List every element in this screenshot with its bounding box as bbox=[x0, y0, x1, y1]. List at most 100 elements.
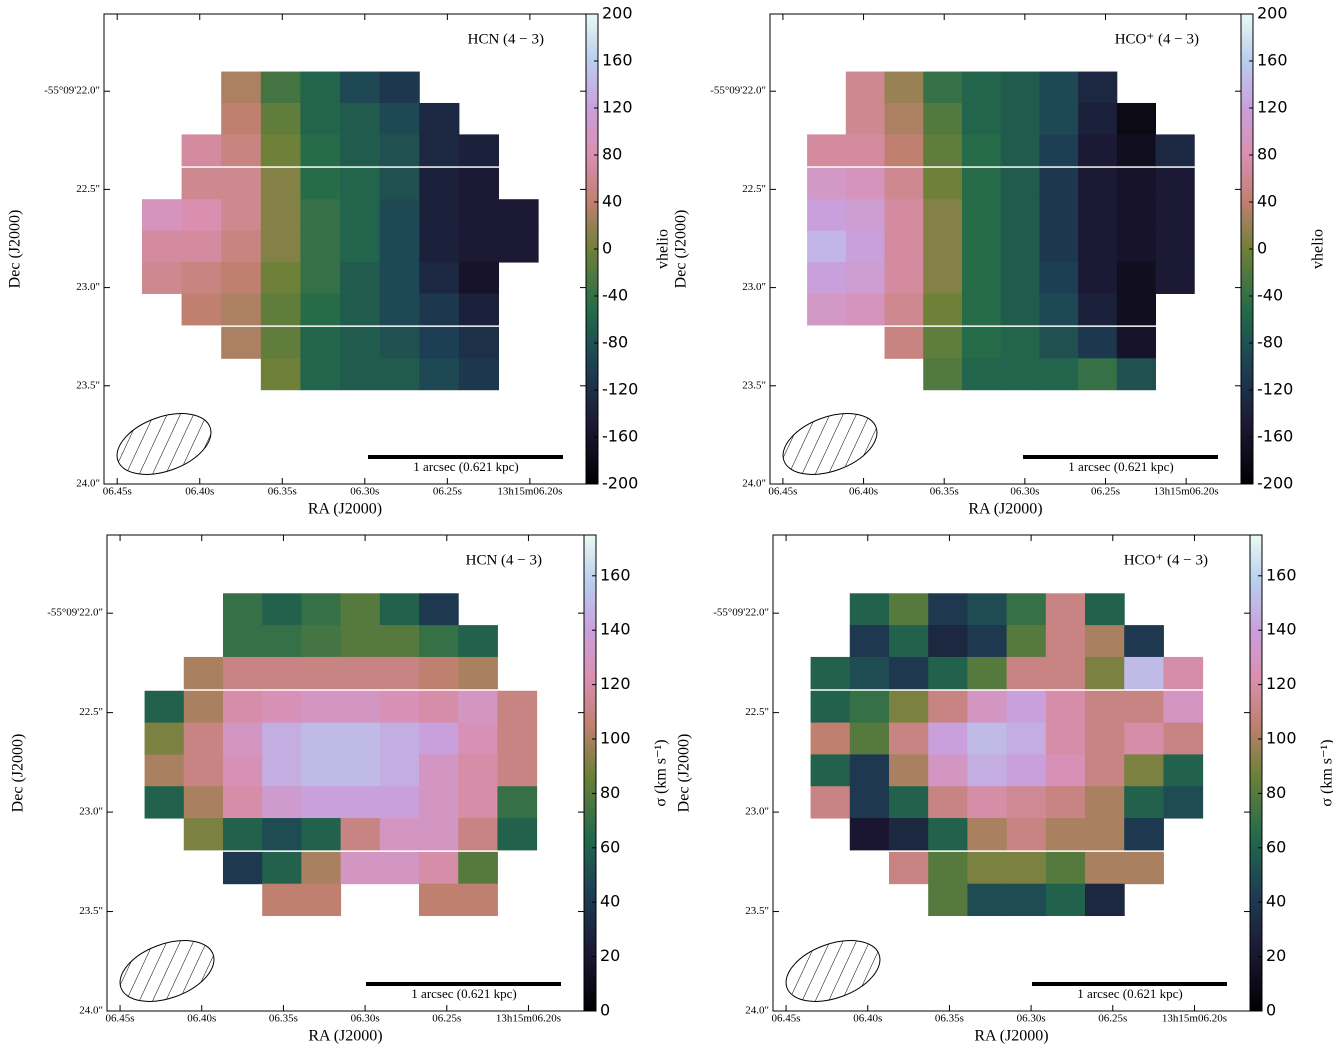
map-cell bbox=[221, 262, 262, 294]
map-cell bbox=[807, 199, 847, 232]
map-cell bbox=[141, 262, 183, 294]
map-cell bbox=[1116, 358, 1157, 391]
map-cell bbox=[379, 786, 420, 819]
y-tick-label: 22.5" bbox=[79, 706, 103, 718]
map bbox=[807, 71, 1195, 391]
y-axis-title: Dec (J2000) bbox=[676, 734, 693, 813]
map-cell bbox=[1085, 722, 1125, 755]
map-cell bbox=[379, 690, 420, 724]
map-cell bbox=[1078, 134, 1118, 167]
colorbar-tick-label: 0 bbox=[602, 239, 612, 258]
y-tick-label: 22.5" bbox=[745, 706, 769, 718]
map-cell bbox=[419, 593, 459, 626]
map-cell bbox=[340, 326, 381, 359]
map-cell bbox=[301, 593, 342, 626]
map-cell bbox=[183, 786, 224, 819]
map-cell bbox=[961, 102, 1002, 135]
map-cell bbox=[1045, 883, 1086, 917]
map-cell bbox=[340, 358, 381, 391]
y-tick-label: -55°09'22.0" bbox=[713, 607, 769, 619]
map-cell bbox=[849, 656, 890, 690]
map-cell bbox=[458, 851, 498, 885]
x-tick-label: 06.40s bbox=[185, 486, 214, 498]
map-cell bbox=[1085, 690, 1125, 724]
x-tick-label: 06.40s bbox=[849, 486, 878, 498]
map-cell bbox=[458, 754, 498, 787]
beam bbox=[119, 940, 215, 1002]
map-cell bbox=[1116, 134, 1157, 167]
map-cell bbox=[845, 293, 886, 326]
map-cell bbox=[419, 167, 460, 200]
map-cell bbox=[260, 358, 301, 391]
map-cell bbox=[301, 883, 342, 917]
panel: 06.45s 06.40s 06.35s 06.30s 06.25s 13h15m06.2… bbox=[676, 534, 1333, 1045]
map-cell bbox=[379, 851, 420, 885]
map-cell bbox=[141, 199, 183, 232]
map-cell bbox=[1039, 102, 1079, 135]
map-cell bbox=[340, 786, 381, 819]
map-cell bbox=[928, 656, 968, 690]
map-cell bbox=[497, 722, 538, 755]
map-cell bbox=[221, 71, 262, 104]
map-cell bbox=[810, 690, 851, 724]
map-cell bbox=[810, 656, 851, 690]
map-cell bbox=[300, 262, 341, 294]
map-cell bbox=[141, 230, 183, 263]
map-cell bbox=[181, 230, 222, 263]
x-tick-label: 13h15m06.20s bbox=[1162, 1013, 1227, 1025]
colorbar-tick-label: 40 bbox=[600, 892, 620, 911]
map-cell bbox=[1155, 199, 1195, 232]
panel-title: HCN (4 − 3) bbox=[466, 552, 542, 568]
map-cell bbox=[810, 722, 851, 755]
y-tick-label: 24.0" bbox=[742, 478, 766, 490]
map-cell bbox=[497, 690, 538, 724]
map-cell bbox=[1006, 690, 1047, 724]
map-cell bbox=[379, 358, 420, 391]
x-axis-title: RA (J2000) bbox=[308, 501, 382, 518]
map-cell bbox=[923, 167, 963, 200]
map-cell bbox=[1039, 358, 1079, 391]
map-cell bbox=[419, 358, 460, 391]
panel: 06.45s 06.40s 06.35s 06.30s 06.25s 13h15m06.2… bbox=[7, 4, 672, 518]
x-axis-title: RA (J2000) bbox=[968, 501, 1042, 518]
colorbar-tick-label: 40 bbox=[1266, 892, 1286, 911]
map-cell bbox=[379, 134, 420, 167]
map-cell bbox=[262, 625, 302, 658]
map-cell bbox=[845, 134, 886, 167]
map-cell bbox=[340, 690, 381, 724]
map bbox=[144, 593, 538, 917]
scale-bar-label: 1 arcsec (0.621 kpc) bbox=[1077, 986, 1182, 1001]
map-cell bbox=[222, 754, 263, 787]
map-cell bbox=[1124, 851, 1164, 885]
map-cell bbox=[458, 293, 500, 326]
map-cell bbox=[1045, 754, 1086, 787]
x-tick-label: 06.35s bbox=[268, 486, 297, 498]
map-cell bbox=[1000, 358, 1040, 391]
x-tick-label: 06.35s bbox=[935, 1013, 964, 1025]
colorbar-tick-label: -160 bbox=[1257, 427, 1293, 446]
map-cell bbox=[1155, 230, 1195, 263]
x-tick-label: 06.45s bbox=[106, 1013, 135, 1025]
colorbar-label: vhelio bbox=[655, 229, 672, 269]
x-tick-label: 06.30s bbox=[1010, 486, 1039, 498]
map-cell bbox=[222, 690, 263, 724]
map-cell bbox=[183, 656, 224, 690]
map-cell bbox=[810, 754, 851, 787]
map-cell bbox=[379, 818, 420, 851]
map-cell bbox=[1163, 722, 1204, 755]
colorbar-tick-label: 20 bbox=[1266, 946, 1286, 965]
map-cell bbox=[262, 593, 302, 626]
map bbox=[141, 71, 539, 391]
map-cell bbox=[849, 722, 890, 755]
colorbar-tick-label: 140 bbox=[600, 620, 631, 639]
map-cell bbox=[262, 656, 302, 690]
map-cell bbox=[1039, 134, 1079, 167]
map-cell bbox=[300, 71, 341, 104]
map-cell bbox=[961, 230, 1002, 263]
map-cell bbox=[1124, 722, 1164, 755]
map-cell bbox=[1006, 754, 1047, 787]
map-cell bbox=[849, 690, 890, 724]
map-cell bbox=[222, 786, 263, 819]
map-cell bbox=[1124, 786, 1164, 819]
map-cell bbox=[1000, 230, 1040, 263]
